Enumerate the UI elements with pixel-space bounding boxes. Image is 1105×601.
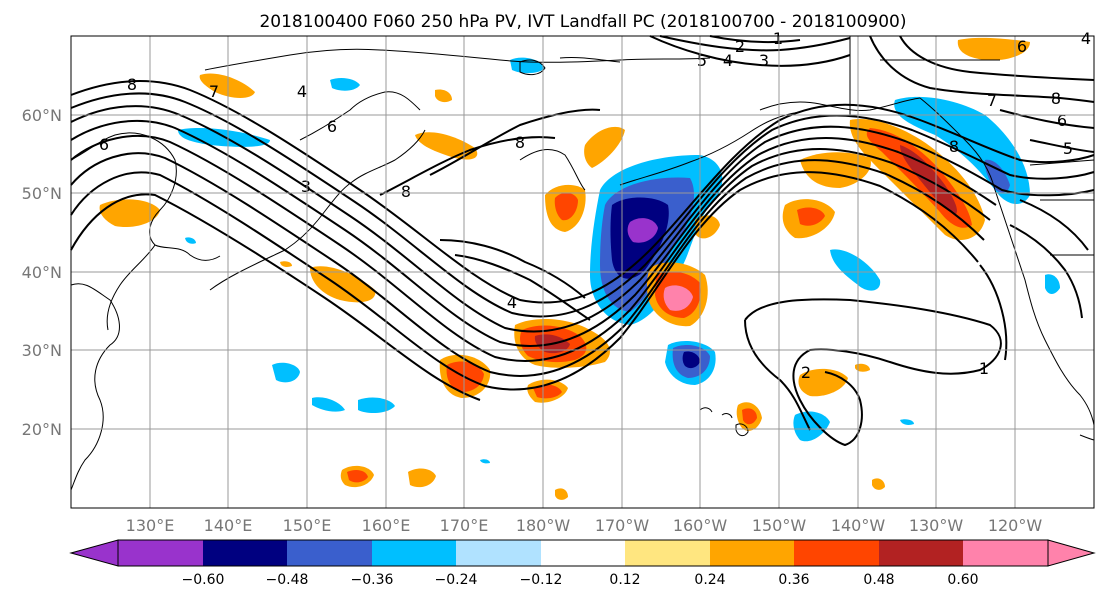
colorbar-seg xyxy=(794,540,879,566)
svg-text:8: 8 xyxy=(1051,89,1061,108)
colorbar-tick: 0.24 xyxy=(694,572,725,588)
svg-text:7: 7 xyxy=(987,91,997,110)
svg-text:8: 8 xyxy=(515,133,525,152)
colorbar-ticks: −0.60 −0.48 −0.36 −0.24 −0.12 0.12 0.24 … xyxy=(182,572,979,588)
colorbar-tick: −0.48 xyxy=(266,572,309,588)
lon-label: 160°W xyxy=(673,516,728,535)
svg-text:4: 4 xyxy=(507,293,517,312)
colorbar-tick: −0.12 xyxy=(520,572,563,588)
svg-text:6: 6 xyxy=(327,117,337,136)
lat-label: 30°N xyxy=(22,341,62,360)
svg-text:8: 8 xyxy=(127,75,137,94)
svg-text:5: 5 xyxy=(697,51,707,70)
svg-text:2: 2 xyxy=(735,37,745,56)
lon-label: 150°E xyxy=(283,516,332,535)
map-panel: 8 7 4 6 3 8 8 4 2 1 3 5 4 6 4 7 8 6 5 8 … xyxy=(70,29,1095,509)
svg-text:3: 3 xyxy=(301,177,311,196)
colorbar-seg xyxy=(879,540,963,566)
colorbar-tick: 0.36 xyxy=(778,572,809,588)
map-title: 2018100400 F060 250 hPa PV, IVT Landfall… xyxy=(259,12,906,32)
lat-label: 50°N xyxy=(22,184,62,203)
colorbar: −0.60 −0.48 −0.36 −0.24 −0.12 0.12 0.24 … xyxy=(69,539,1096,588)
lat-label: 60°N xyxy=(22,106,62,125)
longitude-labels: 130°E 140°E 150°E 160°E 170°E 180°W 170°… xyxy=(126,516,1043,535)
negative-anomaly-east-inner xyxy=(984,159,1010,193)
lon-label: 170°E xyxy=(440,516,489,535)
lon-label: 180°W xyxy=(516,516,571,535)
lon-label: 150°W xyxy=(752,516,807,535)
contour-labels: 8 7 4 6 3 8 8 4 2 1 3 5 4 6 4 7 8 6 5 8 … xyxy=(99,29,1091,382)
svg-text:8: 8 xyxy=(401,182,411,201)
svg-text:4: 4 xyxy=(297,82,307,101)
lon-label: 130°W xyxy=(909,516,964,535)
svg-text:6: 6 xyxy=(99,135,109,154)
lon-label: 170°W xyxy=(595,516,650,535)
map-frame xyxy=(70,35,1095,509)
svg-text:2: 2 xyxy=(801,363,811,382)
negative-anomaly-south-core xyxy=(682,351,700,369)
colorbar-seg xyxy=(625,540,710,566)
colorbar-seg xyxy=(710,540,794,566)
lon-label: 120°W xyxy=(988,516,1043,535)
negative-anomaly-central-core xyxy=(627,218,658,243)
colorbar-seg xyxy=(456,540,541,566)
lon-label: 140°E xyxy=(204,516,253,535)
colorbar-tick: −0.60 xyxy=(182,572,225,588)
lat-label: 20°N xyxy=(22,420,62,439)
svg-text:4: 4 xyxy=(1081,29,1091,48)
colorbar-tick: 0.12 xyxy=(609,572,640,588)
svg-text:3: 3 xyxy=(759,51,769,70)
colorbar-tick: −0.24 xyxy=(435,572,478,588)
colorbar-seg xyxy=(1047,539,1096,567)
svg-text:1: 1 xyxy=(773,29,783,48)
lon-label: 130°E xyxy=(126,516,175,535)
lon-label: 160°E xyxy=(362,516,411,535)
pv-contours xyxy=(70,35,1095,447)
latitude-labels: 20°N 30°N 40°N 50°N 60°N xyxy=(22,106,62,439)
colorbar-seg xyxy=(541,540,625,566)
svg-text:1: 1 xyxy=(979,359,989,378)
colorbar-seg xyxy=(203,540,287,566)
colorbar-seg xyxy=(118,540,203,566)
colorbar-seg xyxy=(372,540,456,566)
colorbar-seg xyxy=(69,539,119,567)
colorbar-seg xyxy=(963,540,1048,566)
svg-text:6: 6 xyxy=(1017,37,1027,56)
svg-text:8: 8 xyxy=(949,137,959,156)
colorbar-tick: 0.60 xyxy=(947,572,978,588)
lat-label: 40°N xyxy=(22,263,62,282)
lon-label: 140°W xyxy=(831,516,886,535)
colorbar-tick: −0.36 xyxy=(351,572,394,588)
colorbar-tick: 0.48 xyxy=(863,572,894,588)
svg-text:6: 6 xyxy=(1057,111,1067,130)
svg-text:7: 7 xyxy=(209,82,219,101)
gridlines xyxy=(71,36,1094,508)
svg-text:4: 4 xyxy=(723,51,733,70)
svg-text:5: 5 xyxy=(1063,139,1073,158)
colorbar-seg xyxy=(287,540,372,566)
